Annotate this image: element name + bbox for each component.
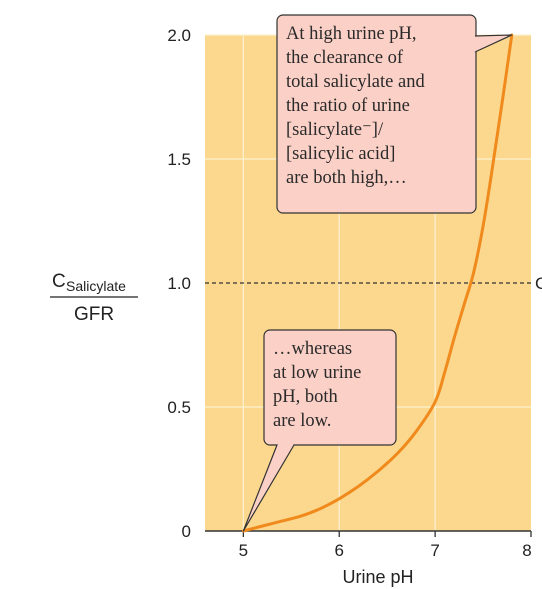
series-line [241, 33, 514, 533]
annotation-line: the clearance of [286, 48, 404, 68]
annotation-callout: At high urine pH, the clearance of total s… [276, 14, 513, 214]
y-tick-label: 1.5 [167, 150, 191, 169]
annotation-line: …whereas [273, 339, 352, 359]
y-axis-title-symbol: C [52, 271, 66, 292]
x-ticks: 5 6 7 8 [239, 531, 532, 560]
annotation-box [276, 14, 477, 214]
annotation-line: [salicylate⁻]/ [286, 120, 384, 140]
annotation-line: at low urine [273, 363, 361, 383]
x-tick-label: 5 [239, 541, 248, 560]
annotation-pointer [474, 34, 513, 53]
annotation-line: are both high,… [286, 168, 407, 188]
y-ticks: 0 0.5 1.0 1.5 2.0 [167, 26, 191, 541]
annotation-line: the ratio of urine [286, 96, 410, 116]
x-tick-label: 8 [522, 541, 531, 560]
annotations: At high urine pH, the clearance of total s… [242, 14, 513, 532]
annotation-seam [277, 443, 294, 446]
annotation-callout: …whereas at low urine pH, both are low. [242, 329, 397, 532]
x-tick-label: 7 [430, 541, 439, 560]
y-tick-label: 0.5 [167, 398, 191, 417]
reference-line-label: C [535, 274, 542, 293]
y-tick-label: 1.0 [167, 274, 191, 293]
annotation-pointer [242, 444, 295, 532]
annotation-line: At high urine pH, [286, 24, 417, 44]
y-tick-label: 0 [182, 522, 191, 541]
annotation-line: total salicylate and [286, 72, 425, 92]
annotation-line: are low. [273, 411, 331, 431]
annotation-line: [salicylic acid] [286, 144, 395, 164]
y-axis-title-denominator: GFR [74, 304, 114, 325]
annotation-line: pH, both [273, 387, 338, 407]
x-axis-title: Urine pH [342, 567, 413, 587]
y-axis-title: C Salicylate GFR [50, 271, 138, 325]
y-tick-label: 2.0 [167, 26, 191, 45]
x-tick-label: 6 [335, 541, 344, 560]
annotation-box [263, 329, 397, 446]
y-axis-title-subscript: Salicylate [66, 278, 126, 294]
annotation-seam [473, 36, 476, 52]
